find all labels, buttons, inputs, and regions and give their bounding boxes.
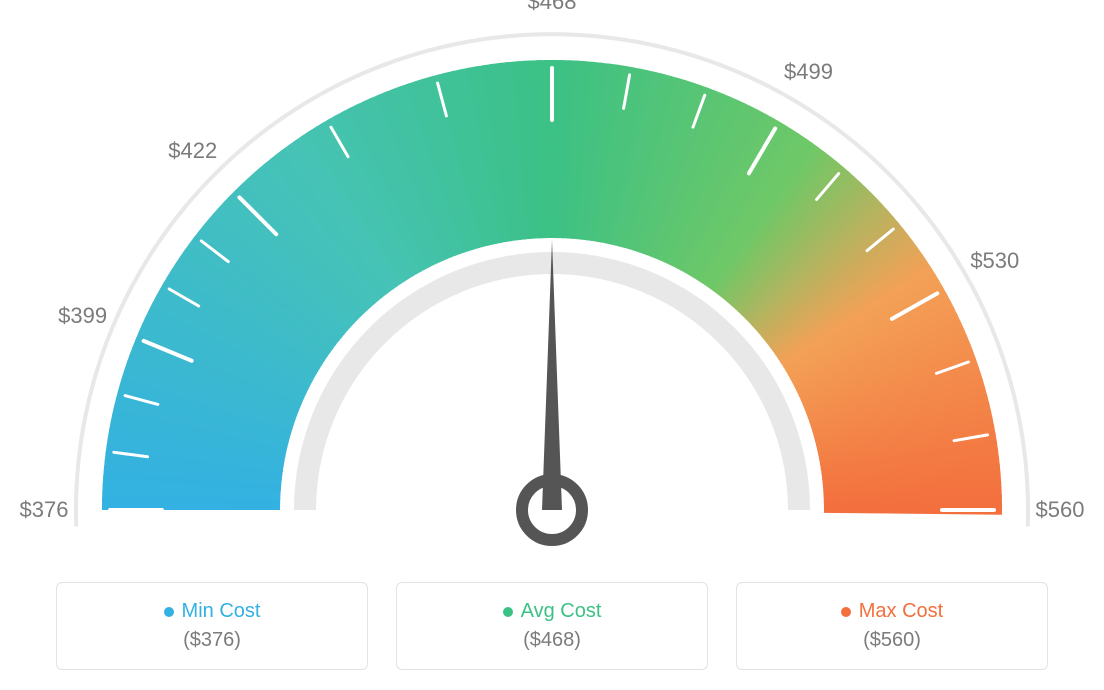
gauge-tick-label: $499: [784, 59, 833, 85]
legend-title-min: Min Cost: [164, 600, 261, 623]
gauge-tick-label: $376: [20, 497, 69, 523]
legend-card-min: Min Cost ($376): [56, 582, 368, 670]
dot-icon: [503, 607, 513, 617]
gauge-tick-label: $422: [168, 138, 217, 164]
gauge-tick-label: $530: [970, 248, 1019, 274]
legend-value-max: ($560): [863, 629, 921, 652]
gauge-svg: [0, 0, 1104, 560]
legend-label: Avg Cost: [521, 600, 602, 623]
legend-value-min: ($376): [183, 629, 241, 652]
gauge-chart: $376 $399 $422 $468 $499 $530 $560: [0, 0, 1104, 560]
legend-label: Min Cost: [182, 600, 261, 623]
cost-gauge-widget: $376 $399 $422 $468 $499 $530 $560 Min Cost ($…: [0, 0, 1104, 690]
dot-icon: [841, 607, 851, 617]
legend-card-max: Max Cost ($560): [736, 582, 1048, 670]
dot-icon: [164, 607, 174, 617]
gauge-tick-label: $468: [528, 0, 577, 15]
gauge-tick-label: $399: [58, 303, 107, 329]
legend-value-avg: ($468): [523, 629, 581, 652]
legend-card-avg: Avg Cost ($468): [396, 582, 708, 670]
legend-title-max: Max Cost: [841, 600, 943, 623]
gauge-tick-label: $560: [1036, 497, 1085, 523]
legend-label: Max Cost: [859, 600, 943, 623]
legend-row: Min Cost ($376) Avg Cost ($468) Max Cost…: [0, 582, 1104, 670]
legend-title-avg: Avg Cost: [503, 600, 602, 623]
